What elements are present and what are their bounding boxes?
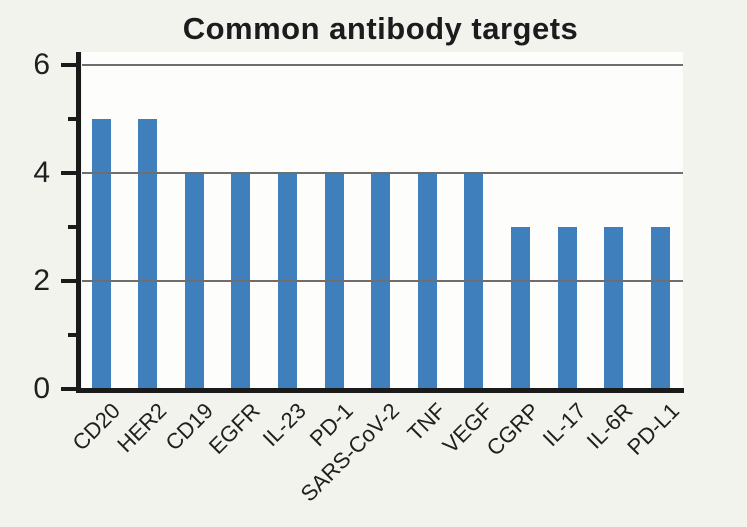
y-major-tick-0 — [61, 387, 78, 391]
bar-PD-L1 — [650, 227, 670, 390]
bar-CGRP — [510, 227, 530, 390]
x-axis-line — [76, 388, 684, 393]
bar-IL-17 — [557, 227, 577, 390]
y-minor-tick-3 — [68, 225, 78, 229]
bar-HER2 — [138, 119, 158, 390]
y-axis-line — [76, 52, 81, 392]
x-tick-label-PD-L1: PD-L1 — [622, 398, 684, 460]
gridline-y4 — [82, 172, 683, 174]
y-major-tick-4 — [61, 171, 78, 175]
bar-CD20 — [91, 119, 111, 390]
x-tick-label-IL-17: IL-17 — [537, 398, 591, 452]
x-tick-label-IL-23: IL-23 — [257, 398, 312, 452]
x-tick-label-HER2: HER2 — [112, 398, 172, 458]
gridline-y6 — [82, 64, 683, 66]
y-major-tick-2 — [61, 279, 78, 283]
x-tick-label-CGRP: CGRP — [481, 398, 545, 461]
y-tick-label-6: 6 — [33, 48, 50, 81]
bar-IL-6R — [604, 227, 624, 390]
x-tick-label-EGFR: EGFR — [203, 398, 265, 459]
x-tick-label-CD20: CD20 — [67, 398, 125, 456]
y-minor-tick-5 — [68, 117, 78, 121]
chart-title: Common antibody targets — [182, 11, 579, 46]
y-major-tick-6 — [61, 63, 78, 67]
y-tick-label-2: 2 — [33, 264, 50, 297]
y-tick-label-0: 0 — [33, 372, 50, 405]
gridline-y2 — [82, 280, 683, 282]
y-tick-label-4: 4 — [33, 156, 50, 189]
y-minor-tick-1 — [68, 333, 78, 337]
